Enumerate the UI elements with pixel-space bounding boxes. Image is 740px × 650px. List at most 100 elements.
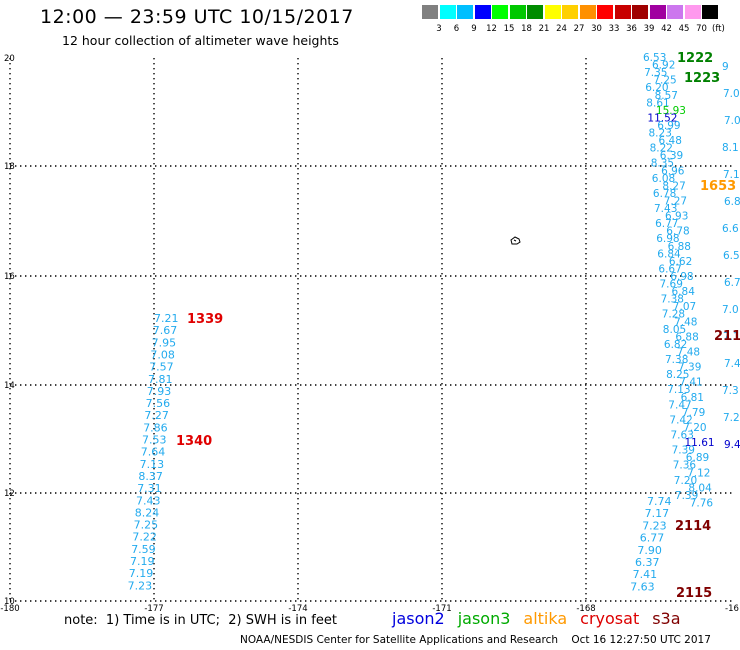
wave-height-value: 8.23 — [649, 128, 672, 140]
scale-swatch — [474, 5, 491, 19]
wave-height-value: 7.39 — [672, 445, 695, 457]
wave-height-value: 7.22 — [132, 531, 157, 544]
wave-height-value: 7.36 — [673, 460, 697, 472]
wave-height-value: 7.39 — [678, 362, 701, 374]
scale-label: 18 — [521, 24, 532, 34]
scale-swatch — [544, 5, 561, 19]
wave-height-value: 7.39 — [675, 490, 698, 502]
wave-height-value: 6.98 — [656, 233, 679, 245]
legend-entry: s3a — [652, 609, 681, 628]
wave-height-value: 7.53 — [142, 434, 167, 447]
wave-height-value: 7.13 — [140, 458, 165, 471]
wave-height-value: 8.57 — [655, 90, 678, 102]
scale-label: 70 — [696, 24, 707, 34]
scale-label: 39 — [643, 24, 655, 34]
scale-swatch — [579, 5, 596, 19]
wave-height-value: 7.43 — [136, 494, 161, 507]
footer-note: note: 1) Time is in UTC; 2) SWH is in fe… — [64, 613, 337, 628]
wave-height-value: 6.84 — [657, 248, 681, 260]
wave-height-value: 6.98 — [670, 271, 693, 283]
wave-height-value: 8.37 — [138, 470, 163, 483]
scale-label: 15 — [503, 24, 515, 34]
wave-height-value: 7.0 — [723, 88, 740, 100]
wave-height-value: 6.7 — [724, 277, 740, 289]
wave-height-value: 7.90 — [637, 544, 662, 557]
wave-height-value: 7.20 — [674, 475, 697, 487]
wave-height-value: 7.43 — [654, 203, 677, 215]
wave-height-value: 6.99 — [657, 120, 680, 132]
wave-height-value: 15.93 — [656, 105, 686, 117]
footer-credit: NOAA/NESDIS Center for Satellite Applica… — [240, 634, 711, 646]
wave-height-value: 6.37 — [635, 556, 660, 569]
wave-height-value: 8.04 — [688, 482, 712, 494]
wave-height-value: 7.67 — [153, 324, 178, 337]
wave-height-value: 7.57 — [149, 361, 174, 374]
scale-label: 27 — [573, 24, 585, 34]
wave-height-value: 7.23 — [128, 579, 153, 592]
wave-height-value: 7.64 — [141, 446, 166, 459]
wave-height-value: 6.78 — [653, 188, 676, 200]
map-subtitle: 12 hour collection of altimeter wave hei… — [62, 33, 339, 48]
scale-swatch — [457, 5, 473, 19]
scale-label: 6 — [453, 24, 460, 34]
wave-height-value: 6.89 — [686, 452, 709, 464]
jason2-track: 7.217.677.957.087.577.817.937.567.277.86… — [128, 312, 179, 592]
wave-height-value: 6.39 — [660, 150, 683, 162]
wave-height-value: 6.81 — [681, 392, 704, 404]
wave-height-value: 6.88 — [675, 331, 698, 343]
island-outline — [510, 236, 521, 245]
wave-height-value: 11.61 — [685, 437, 715, 449]
wave-height-value: 8.27 — [662, 180, 685, 192]
lon-tick-label: -177 — [144, 604, 163, 614]
pass-time-labels: 1339 1340 1222 1223 2114 2115 211 1653 — [176, 51, 740, 601]
wave-height-value: 9.4 — [724, 439, 740, 451]
wave-height-value: 7.59 — [131, 543, 156, 556]
wave-height-value: 7.69 — [660, 279, 683, 291]
wave-height-value: 7.95 — [152, 336, 177, 349]
wave-height-value: 7.1 — [723, 331, 740, 343]
scale-swatch — [422, 5, 438, 19]
wave-height-value: 7.74 — [647, 495, 672, 508]
scale-swatch — [684, 5, 701, 19]
wave-height-value: 8.25 — [666, 369, 689, 381]
wave-height-value: 7.38 — [661, 294, 684, 306]
lat-tick-label: 12 — [4, 489, 15, 499]
wave-height-value: 7.48 — [677, 346, 700, 358]
wave-height-value: 6.48 — [659, 135, 682, 147]
wave-height-value: 7.31 — [137, 482, 162, 495]
lon-tick-label: -168 — [576, 604, 595, 614]
wave-height-value: 7.23 — [642, 519, 667, 532]
wave-height-value: 7.19 — [129, 567, 154, 580]
wave-height-value: 6.6 — [722, 223, 739, 235]
wave-height-value: 7.25 — [134, 519, 159, 532]
wave-height-value: 6.88 — [668, 241, 691, 253]
satellite-legend: jason2 jason3 altika cryosat s3a — [392, 609, 694, 628]
wave-height-value: 7.4 — [724, 358, 740, 370]
wave-height-value: 8.05 — [663, 324, 686, 336]
wave-height-value: 6.53 — [643, 52, 666, 64]
wave-height-color-scale: 3 6 9 12 15 18 21 24 27 30 33 36 39 42 45 70 (ft) — [422, 5, 726, 35]
legend-entry: jason2 — [392, 609, 445, 628]
scale-swatch — [614, 5, 631, 19]
wave-height-value: 7.38 — [665, 354, 688, 366]
lon-tick-label: -180 — [0, 604, 19, 614]
scale-swatch — [667, 5, 683, 19]
scale-swatch — [492, 5, 508, 19]
wave-height-value: 7.47 — [668, 399, 691, 411]
scale-swatch — [649, 5, 666, 19]
lat-tick-label: 16 — [4, 272, 15, 282]
scale-swatch — [702, 5, 718, 19]
scale-swatch — [597, 5, 613, 19]
axis-tick-labels: -180 -177 -174 -171 -168 -16 20 18 16 14 12 10 — [0, 54, 739, 614]
wave-height-value: 7.17 — [645, 507, 670, 520]
scale-swatch — [562, 5, 578, 19]
pass-time-label: 1222 — [677, 51, 713, 66]
scale-label: 24 — [556, 24, 567, 34]
wave-height-value: 7.27 — [144, 409, 169, 422]
jason3-track: 6.536.927.357.256.208.578.6115.9311.526.… — [643, 52, 740, 509]
legend-entry: altika — [523, 609, 568, 628]
pass-time-label: 1340 — [176, 434, 212, 449]
scale-label: 3 — [436, 24, 442, 34]
wave-height-value: 6.92 — [652, 60, 675, 72]
